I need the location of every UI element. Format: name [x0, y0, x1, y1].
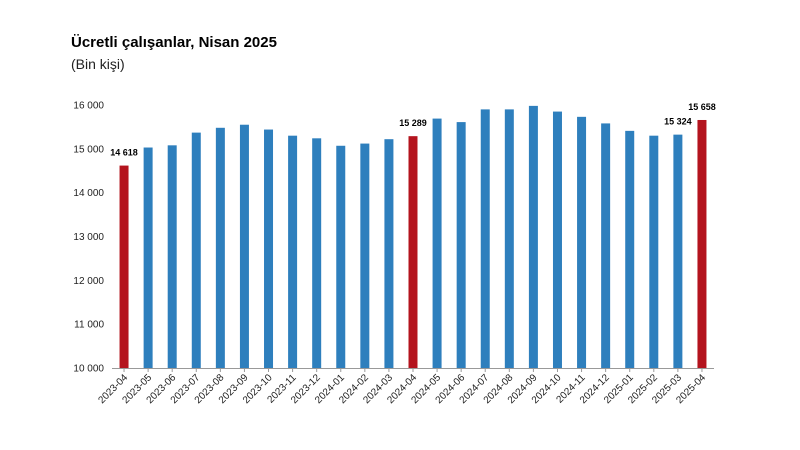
bar-2024-03 [384, 139, 394, 368]
bar-2023-12 [312, 138, 322, 368]
y-tick-label: 14 000 [73, 188, 104, 199]
bar-2023-06 [167, 145, 177, 368]
bar-2024-02 [360, 143, 370, 368]
chart-title: Ücretli çalışanlar, Nisan 2025 [71, 34, 277, 51]
data-label: 14 618 [110, 148, 138, 158]
chart-subtitle: (Bin kişi) [71, 56, 125, 72]
bar-2024-04 [408, 136, 418, 368]
bar-2025-01 [625, 130, 635, 368]
bar-2024-12 [601, 123, 611, 368]
bar-2023-04 [119, 165, 129, 368]
bar-2025-03 [673, 134, 683, 368]
bar-2023-08 [215, 127, 225, 368]
bar-2023-11 [288, 135, 298, 368]
bar-2024-06 [456, 122, 466, 368]
y-tick-label: 10 000 [73, 364, 104, 375]
bar-2024-05 [432, 118, 442, 368]
bar-2023-07 [191, 132, 201, 368]
bar-2024-08 [504, 109, 514, 368]
bar-2025-02 [649, 135, 659, 368]
bar-2024-07 [480, 109, 490, 368]
bar-2025-04 [697, 119, 707, 368]
y-tick-label: 11 000 [74, 320, 104, 331]
y-tick-label: 15 000 [73, 144, 104, 155]
data-label: 15 289 [399, 118, 427, 128]
bar-2024-09 [528, 105, 538, 369]
bar-2023-05 [143, 147, 153, 368]
y-tick-label: 16 000 [73, 101, 104, 112]
bar-2023-10 [264, 129, 274, 368]
y-tick-label: 13 000 [73, 232, 104, 243]
bar-2024-01 [336, 145, 346, 368]
data-label: 15 324 [664, 117, 692, 127]
bar-2023-09 [239, 124, 249, 368]
bar-2024-11 [577, 116, 587, 369]
y-tick-label: 12 000 [73, 276, 104, 287]
bar-2024-10 [552, 111, 562, 368]
data-label: 15 658 [688, 102, 716, 112]
